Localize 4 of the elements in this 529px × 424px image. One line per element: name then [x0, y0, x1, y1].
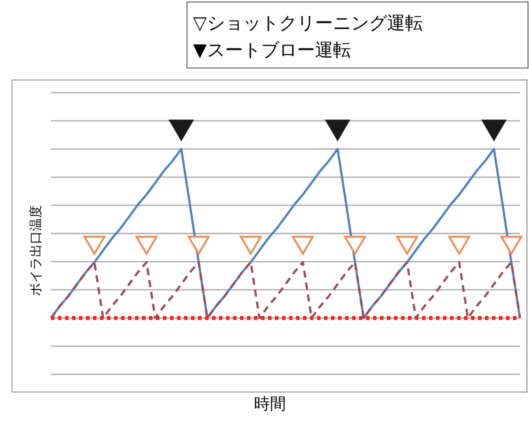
text: ▽ショットクリーニング運転 — [193, 13, 423, 34]
text: ▼スートブロー運転 — [193, 40, 351, 61]
x-axis-title: 時間 — [254, 394, 286, 413]
y-axis-title: ボイラ出口温度 — [28, 204, 44, 296]
